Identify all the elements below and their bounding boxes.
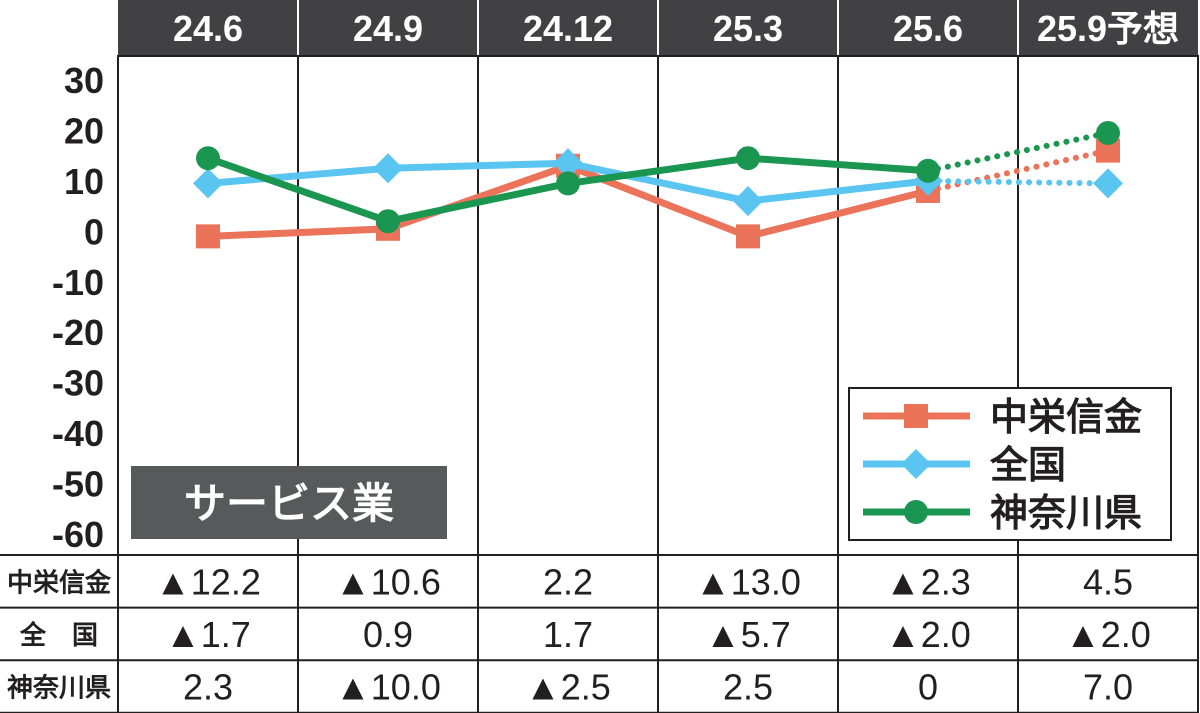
legend-label: 神奈川県 <box>990 493 1142 535</box>
category-label: 24.6 <box>173 8 243 49</box>
legend-label: 全国 <box>989 444 1066 487</box>
data-point-2 <box>193 168 223 199</box>
table-cell: 0 <box>918 667 938 708</box>
table-cell: 2.2 <box>543 561 593 602</box>
y-tick-label: -40 <box>52 413 104 454</box>
data-point-2 <box>1093 168 1123 199</box>
table-cell: ▲1.7 <box>165 614 251 655</box>
table-cell: 4.5 <box>1083 561 1133 602</box>
y-tick-label: -10 <box>52 262 104 303</box>
data-point-3 <box>556 171 580 196</box>
y-tick-label: 10 <box>64 161 104 202</box>
data-point-1 <box>736 224 760 249</box>
legend-marker <box>904 404 928 428</box>
data-point-2 <box>733 186 763 217</box>
category-label: 25.3 <box>713 8 783 49</box>
category-label: 24.12 <box>523 8 613 49</box>
y-tick-label: 30 <box>64 60 104 101</box>
table-cell: ▲10.6 <box>335 561 441 602</box>
table-cell: ▲2.3 <box>885 561 971 602</box>
table-cell: ▲13.0 <box>695 561 801 602</box>
category-label: 24.9 <box>353 8 423 49</box>
table-row-label: 全 国 <box>19 620 98 650</box>
y-tick-label: 20 <box>64 110 104 151</box>
category-label: 25.9予想 <box>1037 8 1179 49</box>
table-row-label: 中栄信金 <box>7 567 112 597</box>
y-tick-label: -20 <box>52 312 104 353</box>
table-cell: 2.3 <box>183 667 233 708</box>
sector-badge-label: サービス業 <box>184 480 394 527</box>
table-cell: ▲2.0 <box>885 614 971 655</box>
legend-marker <box>901 449 931 479</box>
data-point-3 <box>376 209 400 234</box>
data-point-3 <box>1096 120 1120 145</box>
table-cell: 7.0 <box>1083 667 1133 708</box>
table-cell: ▲10.0 <box>335 667 441 708</box>
table-cell: ▲2.0 <box>1065 614 1151 655</box>
data-point-1 <box>196 224 220 249</box>
series-forecast-line-3 <box>925 129 1111 174</box>
category-label: 25.6 <box>893 8 963 49</box>
y-tick-label: -30 <box>52 363 104 404</box>
table-cell: 1.7 <box>543 614 593 655</box>
y-tick-label: -50 <box>52 464 104 505</box>
data-point-2 <box>553 148 583 179</box>
table-cell: ▲12.2 <box>155 561 261 602</box>
data-point-3 <box>736 146 760 171</box>
table-cell: ▲5.7 <box>705 614 791 655</box>
legend-marker <box>904 500 928 524</box>
y-tick-label: -60 <box>52 514 104 555</box>
series-forecast-line-2 <box>925 177 1111 187</box>
data-point-3 <box>916 158 940 183</box>
table-cell: ▲2.5 <box>525 667 611 708</box>
table-cell: 2.5 <box>723 667 773 708</box>
data-point-3 <box>196 146 220 171</box>
sector-badge <box>131 466 447 539</box>
y-tick-label: 0 <box>84 211 104 252</box>
data-point-2 <box>373 153 403 184</box>
table-row-label: 神奈川県 <box>7 673 111 703</box>
table-cell: 0.9 <box>363 614 413 655</box>
legend-label: 中栄信金 <box>990 396 1143 439</box>
